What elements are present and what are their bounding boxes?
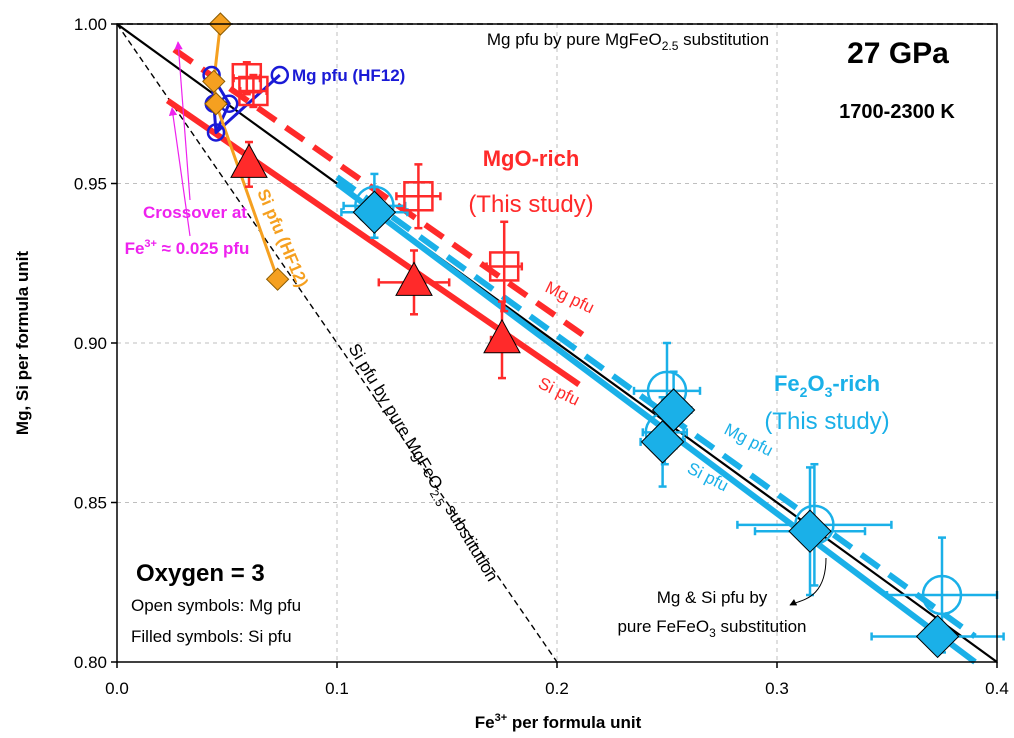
x-tick-label: 0.2 — [545, 679, 569, 698]
mg-hf12-label: Mg pfu (HF12) — [292, 66, 405, 85]
x-tick-label: 0.3 — [765, 679, 789, 698]
y-tick-label: 0.95 — [74, 175, 107, 194]
fefeo3-arrow — [789, 557, 827, 606]
si-mgfeo25-label: Si pfu by pure MgFeO2.5 substitution — [341, 340, 502, 586]
open-square-marker — [403, 181, 434, 212]
fefeo3-label-line1: Mg & Si pfu by — [657, 588, 768, 607]
x-tick-label: 0.0 — [105, 679, 129, 698]
y-axis-label: Mg, Si per formula unit — [13, 251, 32, 436]
trend-line — [172, 47, 592, 343]
filled-triangle-marker — [395, 261, 433, 296]
mgo-rich-study-label: (This study) — [468, 191, 593, 218]
y-tick-label: 1.00 — [74, 15, 107, 34]
filled-symbols-label: Filled symbols: Si pfu — [131, 627, 292, 646]
reference-line — [116, 23, 558, 663]
y-tick-label: 0.85 — [74, 494, 107, 513]
mgfeo25-mg-label: Mg pfu by pure MgFeO2.5 substitution — [487, 30, 769, 53]
axis-ticks: 0.0 0.1 0.2 0.3 0.4 0.80 0.85 0.90 0.95 1.00 — [74, 15, 1009, 698]
fe2o3-rich-study-label: (This study) — [764, 408, 889, 435]
hf12-path — [212, 23, 280, 280]
fe2o3-rich-label: Fe2O3-rich — [774, 371, 880, 400]
trend-lines — [165, 47, 977, 665]
y-tick-label: 0.90 — [74, 334, 107, 353]
small-filled-diamond-marker — [204, 92, 228, 116]
mgo-rich-label: MgO-rich — [483, 146, 580, 171]
filled-diamond-marker — [640, 420, 685, 464]
open-square-marker — [238, 75, 269, 107]
y-tick-label: 0.80 — [74, 653, 107, 672]
temperature-label: 1700-2300 K — [839, 101, 955, 123]
crossover-label-line2: Fe3+ ≈ 0.025 pfu — [125, 238, 250, 258]
pressure-label: 27 GPa — [847, 37, 949, 70]
filled-triangle-marker — [230, 143, 268, 178]
small-filled-diamond-marker — [265, 267, 290, 291]
reference-line — [116, 23, 998, 663]
small-filled-diamond-marker — [202, 69, 226, 94]
fefeo3-label-line2: pure FeFeO3 substitution — [617, 617, 806, 640]
small-open-circle-marker — [270, 65, 290, 85]
filled-diamond-marker — [651, 388, 696, 432]
x-axis-label: Fe3+ per formula unit — [475, 712, 642, 732]
open-symbols-label: Open symbols: Mg pfu — [131, 596, 301, 615]
filled-diamond-marker — [915, 614, 960, 659]
crossover-arrow-lower — [168, 107, 191, 237]
oxygen-label: Oxygen = 3 — [136, 560, 265, 587]
open-circle-marker — [921, 574, 963, 616]
trend-line — [335, 181, 977, 665]
filled-triangle-marker — [483, 318, 521, 354]
filled-diamond-marker — [352, 190, 397, 234]
data-markers — [202, 12, 963, 659]
small-open-circle-marker — [206, 123, 226, 142]
x-tick-label: 0.1 — [325, 679, 349, 698]
crossover-arrow-upper — [174, 41, 191, 201]
filled-diamond-marker — [788, 509, 832, 553]
crossover-label-line1: Crossover at — [143, 203, 247, 222]
open-square-marker — [488, 251, 520, 282]
x-tick-label: 0.4 — [985, 679, 1009, 698]
